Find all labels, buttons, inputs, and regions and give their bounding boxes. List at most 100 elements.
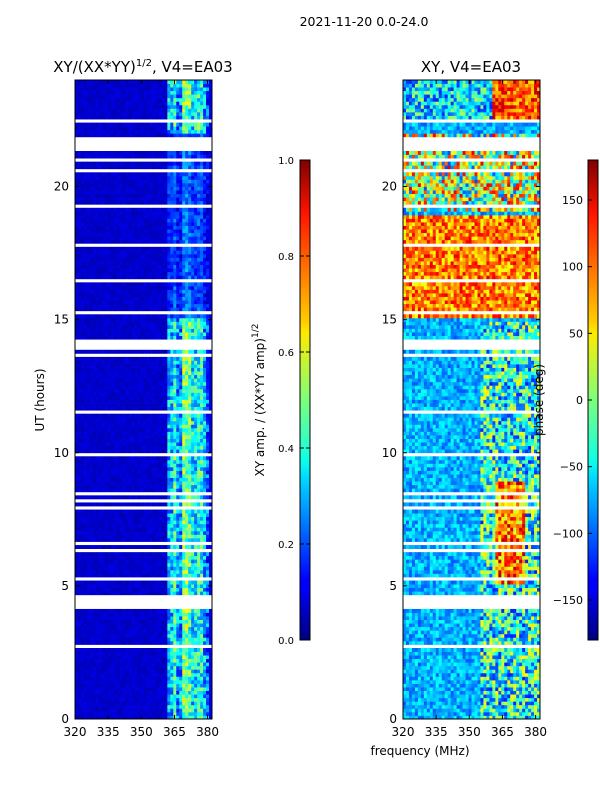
amplitude-cell [131, 356, 135, 361]
amplitude-cell [149, 392, 153, 397]
amplitude-cell [95, 612, 100, 617]
amplitude-cell [86, 456, 91, 461]
amplitude-cell [173, 424, 177, 429]
amplitude-cell [101, 715, 106, 719]
amplitude-cell [101, 282, 106, 287]
amplitude-cell [92, 683, 97, 688]
amplitude-cell [95, 314, 100, 319]
amplitude-cell [116, 456, 121, 461]
amplitude-cell [188, 669, 192, 674]
amplitude-cell [92, 711, 97, 716]
amplitude-cell [170, 349, 174, 354]
amplitude-cell [197, 438, 201, 443]
amplitude-cell [206, 580, 210, 585]
amplitude-cell [137, 335, 141, 340]
amplitude-cell [143, 630, 147, 635]
amplitude-cell [182, 608, 186, 613]
amplitude-cell [101, 662, 106, 667]
amplitude-cell [185, 293, 189, 297]
amplitude-cell [92, 701, 97, 706]
amplitude-cell [161, 484, 165, 489]
amplitude-cell [182, 293, 186, 297]
amplitude-cell [83, 520, 88, 525]
amplitude-cell [104, 399, 109, 404]
amplitude-cell [176, 378, 180, 383]
amplitude-cell [98, 484, 103, 489]
amplitude-cell [176, 324, 180, 329]
amplitude-cell [116, 463, 121, 468]
amplitude-cell [98, 662, 103, 667]
amplitude-cell [152, 388, 156, 393]
amplitude-cell [116, 424, 121, 429]
amplitude-cell [200, 317, 204, 322]
amplitude-cell [203, 612, 207, 617]
amplitude-cell [176, 701, 180, 706]
amplitude-cell [200, 463, 204, 468]
amplitude-cell [140, 424, 144, 429]
amplitude-cell [182, 392, 186, 397]
amplitude-cell [155, 516, 159, 521]
amplitude-cell [104, 427, 109, 432]
amplitude-cell [89, 562, 94, 567]
amplitude-cell [131, 296, 135, 301]
amplitude-cell [134, 633, 138, 638]
amplitude-cell [107, 392, 112, 397]
amplitude-cell [173, 360, 177, 365]
amplitude-cell [140, 697, 144, 702]
amplitude-cell [101, 694, 106, 699]
amplitude-cell [113, 442, 118, 447]
amplitude-cell [113, 360, 118, 365]
amplitude-cell [188, 651, 192, 656]
amplitude-cell [98, 612, 103, 617]
amplitude-cell [179, 321, 183, 326]
amplitude-cell [98, 374, 103, 379]
amplitude-cell [77, 289, 82, 294]
amplitude-cell [83, 669, 88, 674]
amplitude-cell [107, 332, 112, 336]
amplitude-cell [152, 420, 156, 425]
amplitude-cell [128, 314, 132, 319]
amplitude-cell [128, 427, 132, 432]
amplitude-cell [104, 395, 109, 400]
amplitude-cell [104, 704, 109, 709]
amplitude-cell [92, 651, 97, 656]
amplitude-cell [173, 665, 177, 670]
amplitude-cell [116, 378, 121, 383]
amplitude-cell [134, 566, 138, 571]
amplitude-cell [95, 662, 100, 667]
amplitude-cell [92, 679, 97, 684]
amplitude-cell [137, 679, 141, 684]
amplitude-cell [86, 332, 91, 336]
amplitude-cell [179, 289, 183, 294]
amplitude-cell [107, 431, 112, 436]
amplitude-cell [140, 701, 144, 706]
amplitude-cell [209, 417, 212, 422]
amplitude-cell [104, 484, 109, 489]
amplitude-cell [104, 360, 109, 365]
amplitude-cell [206, 356, 210, 361]
amplitude-cell [158, 513, 162, 518]
amplitude-cell [161, 300, 165, 305]
amplitude-cell [107, 321, 112, 326]
amplitude-cell [75, 328, 79, 333]
amplitude-cell [125, 324, 130, 329]
amplitude-cell [155, 417, 159, 422]
amplitude-cell [173, 371, 177, 376]
amplitude-cell [116, 300, 121, 305]
amplitude-cell [182, 655, 186, 660]
amplitude-cell [125, 626, 130, 631]
amplitude-cell [191, 513, 195, 518]
amplitude-cell [161, 683, 165, 688]
amplitude-cell [179, 637, 183, 642]
amplitude-cell [173, 537, 177, 542]
amplitude-cell [191, 573, 195, 578]
amplitude-cell [170, 356, 174, 361]
amplitude-cell [131, 285, 135, 290]
amplitude-cell [158, 388, 162, 393]
amplitude-cell [191, 694, 195, 699]
amplitude-cell [131, 523, 135, 528]
amplitude-cell [194, 395, 198, 400]
amplitude-cell [182, 481, 186, 486]
amplitude-cell [125, 445, 130, 450]
amplitude-cell [101, 442, 106, 447]
